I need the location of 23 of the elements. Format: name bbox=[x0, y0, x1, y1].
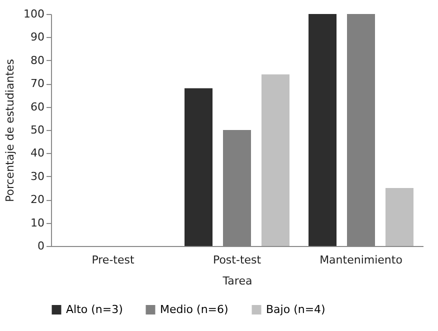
y-tick-label: 70 bbox=[30, 77, 44, 90]
x-axis-title: Tarea bbox=[222, 274, 252, 288]
bar bbox=[308, 14, 337, 246]
y-tick-label: 30 bbox=[30, 170, 44, 183]
y-tick-label: 80 bbox=[30, 54, 44, 67]
legend-label: Medio (n=6) bbox=[160, 302, 228, 316]
x-tick-label: Mantenimiento bbox=[320, 254, 403, 266]
y-tick-label: 90 bbox=[30, 30, 44, 44]
y-tick-label: 20 bbox=[30, 193, 44, 206]
y-tick-label: 10 bbox=[30, 216, 44, 230]
y-tick-label: 60 bbox=[30, 100, 44, 114]
bar bbox=[261, 74, 290, 246]
y-tick-label: 40 bbox=[30, 146, 44, 160]
y-tick-label: 100 bbox=[24, 8, 44, 20]
y-tick-label: 0 bbox=[38, 240, 44, 252]
y-tick-label: 50 bbox=[30, 124, 44, 136]
bar bbox=[385, 188, 414, 246]
x-tick-label: Pre-test bbox=[92, 254, 135, 266]
legend-label: Bajo (n=4) bbox=[266, 302, 326, 316]
y-axis-title: Porcentaje de estudiantes bbox=[4, 58, 17, 202]
x-tick-label: Post-test bbox=[212, 254, 262, 266]
bar bbox=[184, 88, 213, 246]
legend-label: Alto (n=3) bbox=[66, 302, 123, 316]
